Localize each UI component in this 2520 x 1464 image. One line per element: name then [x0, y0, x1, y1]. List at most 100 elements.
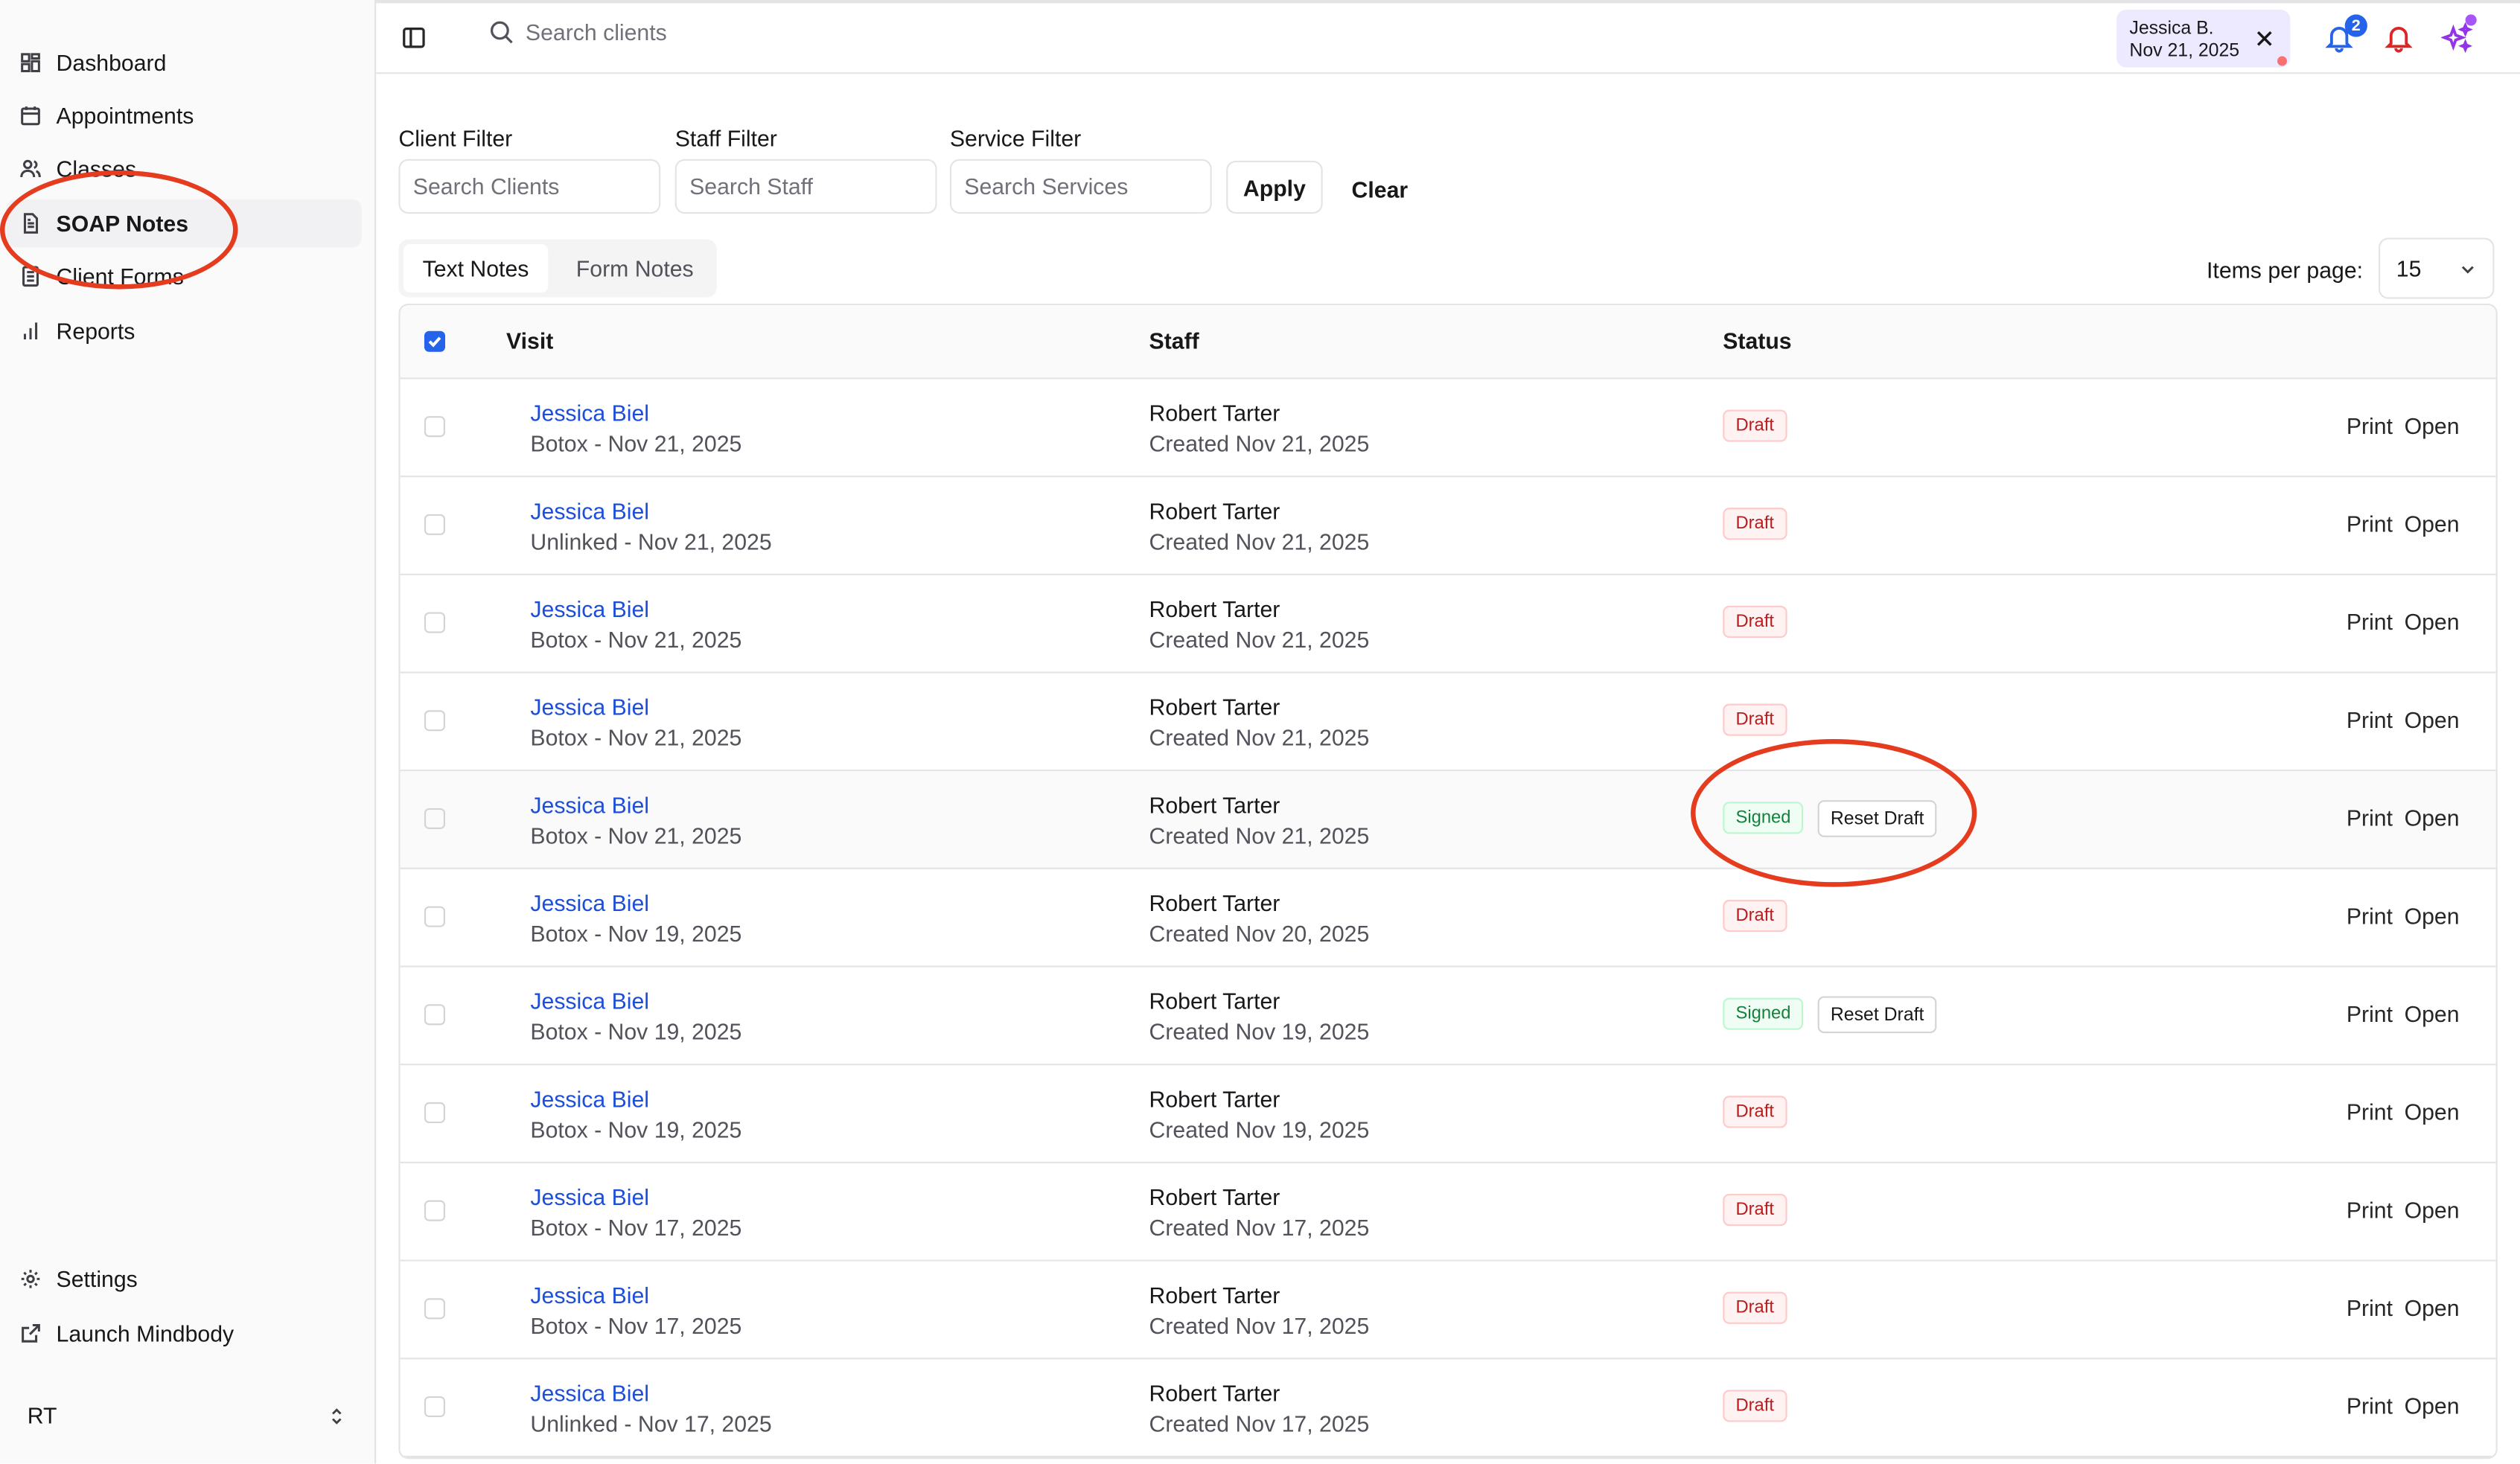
print-button[interactable]: Print: [2346, 1099, 2393, 1125]
tab-text-notes[interactable]: Text Notes: [403, 244, 549, 293]
staff-column-header: Staff: [1149, 327, 1199, 354]
open-button[interactable]: Open: [2404, 706, 2460, 733]
table-row[interactable]: Jessica Biel Unlinked - Nov 17, 2025 Rober…: [400, 1359, 2496, 1458]
sidebar-item-launch-mindbody[interactable]: Launch Mindbody: [7, 1309, 362, 1358]
status-badge: Draft: [1723, 409, 1787, 442]
user-initials: RT: [27, 1402, 57, 1429]
top-bar: Search clients Jessica B. Nov 21, 2025 2: [376, 0, 2520, 74]
notifications-bell-icon[interactable]: [2324, 22, 2355, 53]
gear-icon: [18, 1266, 44, 1292]
client-link[interactable]: Jessica Biel: [530, 792, 649, 818]
client-search[interactable]: Search clients: [488, 19, 667, 45]
open-button[interactable]: Open: [2404, 511, 2460, 537]
user-menu[interactable]: RT: [10, 1392, 360, 1440]
table-row[interactable]: Jessica Biel Botox - Nov 21, 2025 Robert T…: [400, 771, 2496, 869]
row-checkbox[interactable]: [424, 612, 445, 633]
client-link[interactable]: Jessica Biel: [530, 988, 649, 1014]
table-row[interactable]: Jessica Biel Botox - Nov 17, 2025 Robert T…: [400, 1163, 2496, 1262]
table-row[interactable]: Jessica Biel Botox - Nov 17, 2025 Robert T…: [400, 1262, 2496, 1360]
alerts-bell-icon[interactable]: [2384, 22, 2414, 53]
print-button[interactable]: Print: [2346, 1000, 2393, 1027]
table-row[interactable]: Jessica Biel Botox - Nov 19, 2025 Robert T…: [400, 869, 2496, 968]
open-button[interactable]: Open: [2404, 609, 2460, 635]
client-link[interactable]: Jessica Biel: [530, 595, 649, 622]
service-filter-input[interactable]: [949, 159, 1212, 214]
sidebar-item-settings[interactable]: Settings: [7, 1255, 362, 1303]
open-button[interactable]: Open: [2404, 1099, 2460, 1125]
status-column-header: Status: [1723, 327, 1792, 354]
select-all-checkbox[interactable]: [424, 330, 445, 352]
reset-draft-button[interactable]: Reset Draft: [1817, 996, 1937, 1034]
table-row[interactable]: Jessica Biel Botox - Nov 21, 2025 Robert T…: [400, 575, 2496, 674]
soap-notes-table: Visit Staff Status Jessica Biel Botox - N…: [398, 304, 2498, 1460]
open-button[interactable]: Open: [2404, 805, 2460, 831]
print-button[interactable]: Print: [2346, 1294, 2393, 1321]
ai-sparkles-icon[interactable]: [2441, 22, 2473, 54]
row-checkbox[interactable]: [424, 416, 445, 438]
sidebar-item-dashboard[interactable]: Dashboard: [7, 39, 362, 87]
items-per-page-select[interactable]: 15: [2379, 237, 2495, 299]
visit-detail: Botox - Nov 21, 2025: [530, 430, 742, 457]
client-link[interactable]: Jessica Biel: [530, 498, 649, 524]
print-button[interactable]: Print: [2346, 412, 2393, 439]
open-button[interactable]: Open: [2404, 1294, 2460, 1321]
row-checkbox[interactable]: [424, 1298, 445, 1320]
open-button[interactable]: Open: [2404, 903, 2460, 929]
row-checkbox[interactable]: [424, 1004, 445, 1026]
sidebar-item-soap-notes[interactable]: SOAP Notes: [6, 199, 362, 248]
created-date: Created Nov 20, 2025: [1149, 920, 1370, 947]
print-button[interactable]: Print: [2346, 511, 2393, 537]
created-date: Created Nov 17, 2025: [1149, 1312, 1370, 1339]
open-button[interactable]: Open: [2404, 1000, 2460, 1027]
print-button[interactable]: Print: [2346, 1393, 2393, 1419]
sidebar-toggle-icon[interactable]: [402, 26, 426, 50]
active-client-chip[interactable]: Jessica B. Nov 21, 2025: [2117, 9, 2291, 68]
open-button[interactable]: Open: [2404, 412, 2460, 439]
print-button[interactable]: Print: [2346, 706, 2393, 733]
row-checkbox[interactable]: [424, 1102, 445, 1124]
table-row[interactable]: Jessica Biel Botox - Nov 21, 2025 Robert T…: [400, 674, 2496, 772]
chevron-up-down-icon: [326, 1405, 347, 1426]
client-link[interactable]: Jessica Biel: [530, 1282, 649, 1308]
staff-filter-input[interactable]: [674, 159, 937, 214]
open-button[interactable]: Open: [2404, 1197, 2460, 1223]
sidebar-item-reports[interactable]: Reports: [7, 307, 362, 355]
print-button[interactable]: Print: [2346, 903, 2393, 929]
visit-detail: Unlinked - Nov 17, 2025: [530, 1410, 772, 1436]
open-button[interactable]: Open: [2404, 1393, 2460, 1419]
clear-button[interactable]: Clear: [1351, 176, 1409, 203]
client-link[interactable]: Jessica Biel: [530, 694, 649, 720]
print-button[interactable]: Print: [2346, 805, 2393, 831]
print-button[interactable]: Print: [2346, 609, 2393, 635]
row-checkbox[interactable]: [424, 906, 445, 927]
table-row[interactable]: Jessica Biel Botox - Nov 21, 2025 Robert T…: [400, 379, 2496, 478]
client-link[interactable]: Jessica Biel: [530, 1184, 649, 1210]
sidebar-item-client-forms[interactable]: Client Forms: [7, 252, 362, 301]
row-checkbox[interactable]: [424, 710, 445, 732]
row-checkbox[interactable]: [424, 514, 445, 535]
client-filter-input[interactable]: [398, 159, 661, 214]
apply-button[interactable]: Apply: [1226, 160, 1323, 214]
print-button[interactable]: Print: [2346, 1197, 2393, 1223]
row-checkbox[interactable]: [424, 1200, 445, 1221]
client-link[interactable]: Jessica Biel: [530, 1380, 649, 1406]
staff-name: Robert Tarter: [1149, 498, 1280, 524]
sidebar-item-classes[interactable]: Classes: [7, 144, 362, 193]
row-checkbox[interactable]: [424, 1396, 445, 1418]
staff-name: Robert Tarter: [1149, 1086, 1280, 1112]
table-row[interactable]: Jessica Biel Unlinked - Nov 21, 2025 Rober…: [400, 477, 2496, 575]
visit-detail: Botox - Nov 17, 2025: [530, 1215, 742, 1241]
staff-name: Robert Tarter: [1149, 792, 1280, 818]
client-link[interactable]: Jessica Biel: [530, 1086, 649, 1112]
sidebar-item-appointments[interactable]: Appointments: [7, 92, 362, 140]
close-icon[interactable]: [2255, 29, 2274, 48]
table-header: Visit Staff Status: [400, 305, 2496, 380]
table-row[interactable]: Jessica Biel Botox - Nov 19, 2025 Robert T…: [400, 1065, 2496, 1163]
reset-draft-button[interactable]: Reset Draft: [1817, 800, 1937, 837]
tab-form-notes[interactable]: Form Notes: [575, 255, 694, 281]
row-checkbox[interactable]: [424, 808, 445, 829]
staff-name: Robert Tarter: [1149, 1380, 1280, 1406]
table-row[interactable]: Jessica Biel Botox - Nov 19, 2025 Robert T…: [400, 968, 2496, 1066]
client-link[interactable]: Jessica Biel: [530, 889, 649, 916]
client-link[interactable]: Jessica Biel: [530, 400, 649, 426]
